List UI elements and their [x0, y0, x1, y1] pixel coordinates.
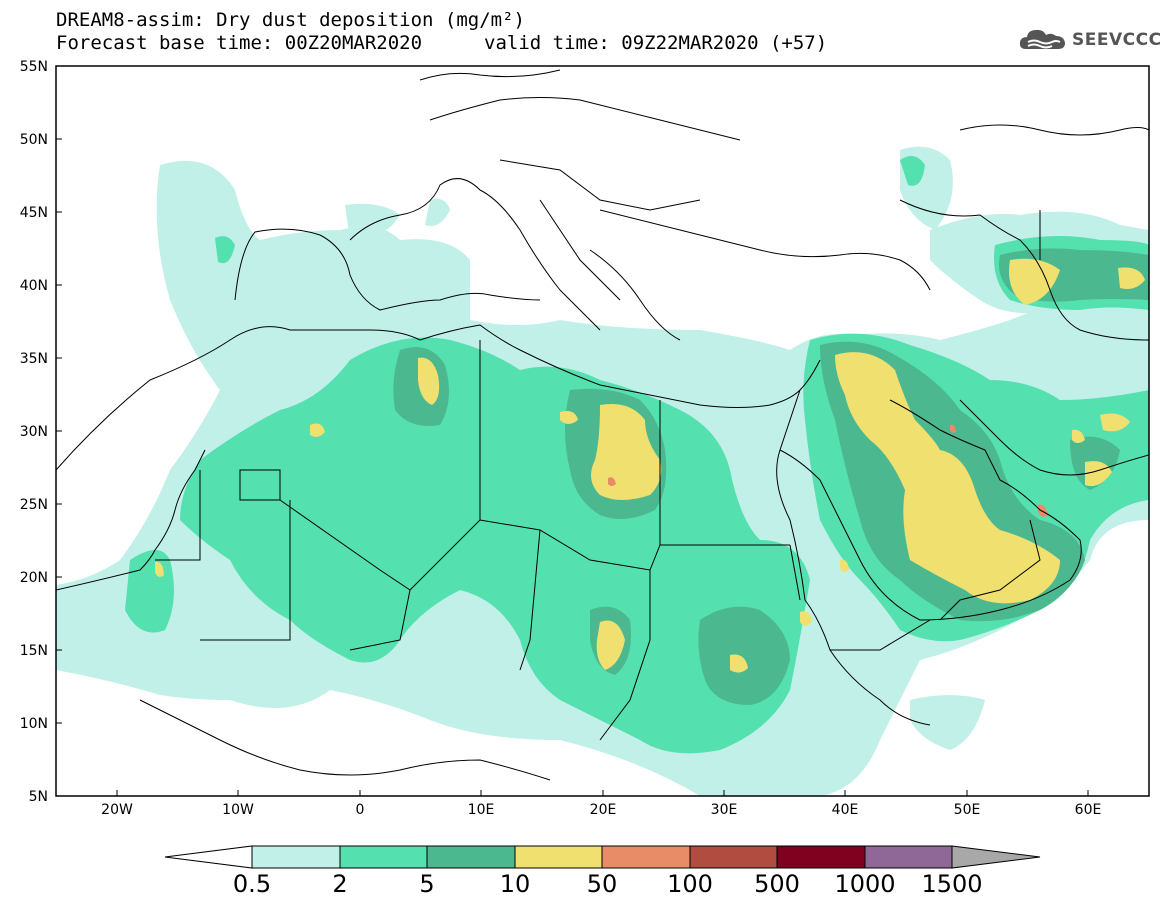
colorbar-segment-10 — [514, 845, 603, 869]
lat-label-15n: 15N — [20, 643, 48, 659]
lat-label-35n: 35N — [20, 351, 48, 367]
colorbar-segment-100 — [689, 845, 778, 869]
latitude-axis: 55N 50N 45N 40N 35N 30N 25N 20N 15N 10N … — [20, 59, 62, 805]
lon-label-10e: 10E — [468, 802, 495, 818]
lon-label-0: 0 — [356, 802, 365, 818]
lat-label-20n: 20N — [20, 570, 48, 586]
lat-label-50n: 50N — [20, 132, 48, 148]
colorbar-label-50: 50 — [586, 870, 618, 898]
map-title: DREAM8-assim: Dry dust deposition (mg/m²… — [56, 9, 525, 31]
colorbar-segment-0.5 — [251, 845, 341, 869]
colorbar-segment-5 — [426, 845, 516, 869]
colorbar-label-1500: 1500 — [921, 870, 983, 898]
lat-label-45n: 45N — [20, 205, 48, 221]
colorbar-segment-50 — [601, 845, 691, 869]
colorbar-label-100: 100 — [667, 870, 713, 898]
lat-label-30n: 30N — [20, 424, 48, 440]
valid-time: valid time: 09Z22MAR2020 (+57) — [484, 32, 828, 54]
colorbar — [164, 845, 1041, 869]
colorbar-label-2: 2 — [332, 870, 348, 898]
colorbar-segment-500 — [776, 845, 866, 869]
lat-label-40n: 40N — [20, 278, 48, 294]
colorbar-label-0.5: 0.5 — [232, 870, 272, 898]
colorbar-over-arrow — [951, 845, 1041, 869]
colorbar-under-arrow — [164, 845, 253, 869]
seevccc-logo: SEEVCCC — [1018, 26, 1162, 54]
lat-label-5n: 5N — [29, 789, 48, 805]
lon-label-20w: 20W — [101, 802, 133, 818]
dust-level-50 — [608, 424, 1048, 517]
logo-text: SEEVCCC — [1072, 30, 1162, 50]
colorbar-segment-2 — [339, 845, 428, 869]
coastlines-borders — [56, 69, 1149, 781]
lat-label-55n: 55N — [20, 59, 48, 75]
colorbar-label-500: 500 — [754, 870, 800, 898]
colorbar-label-1000: 1000 — [834, 870, 896, 898]
cloud-icon — [1019, 29, 1065, 49]
longitude-axis: 20W 10W 0 10E 20E 30E 40E 50E 60E — [101, 790, 1101, 818]
lon-label-20e: 20E — [590, 802, 617, 818]
dust-level-10 — [155, 258, 1145, 673]
colorbar-label-10: 10 — [499, 870, 531, 898]
lat-label-10n: 10N — [20, 716, 48, 732]
lon-label-40e: 40E — [832, 802, 859, 818]
colorbar-segment-1000 — [864, 845, 953, 869]
lon-label-50e: 50E — [954, 802, 981, 818]
lon-label-10w: 10W — [222, 802, 254, 818]
lon-label-60e: 60E — [1075, 802, 1102, 818]
colorbar-label-5: 5 — [419, 870, 435, 898]
forecast-base-time: Forecast base time: 00Z20MAR2020 — [56, 32, 423, 54]
dust-fields — [56, 146, 1149, 796]
lat-label-25n: 25N — [20, 497, 48, 513]
lon-label-30e: 30E — [711, 802, 738, 818]
